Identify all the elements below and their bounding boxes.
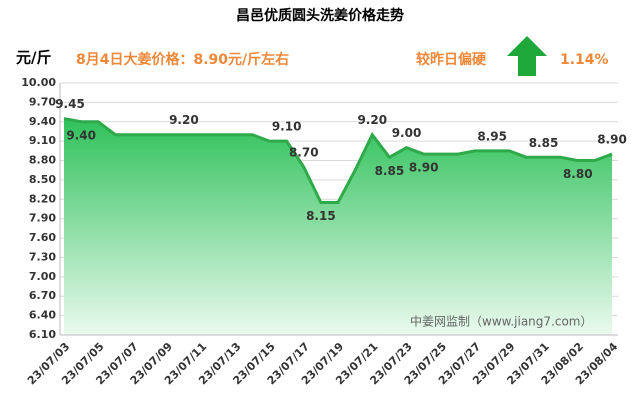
line bbox=[63, 117, 613, 205]
y-tick-label: 7.30 bbox=[29, 250, 56, 263]
y-tick-label: 8.80 bbox=[29, 154, 56, 167]
data-label: 8.90 bbox=[409, 161, 439, 175]
change-percent: 1.14% bbox=[560, 52, 609, 68]
data-label: 8.80 bbox=[563, 167, 593, 181]
area bbox=[64, 118, 612, 336]
y-tick-label: 6.10 bbox=[29, 328, 56, 341]
y-tick-label: 8.20 bbox=[29, 192, 56, 205]
y-tick-label: 7.60 bbox=[29, 231, 56, 244]
chart-title: 昌邑优质圆头洗姜价格走势 bbox=[236, 7, 404, 24]
y-tick-label: 6.40 bbox=[29, 309, 56, 322]
data-label: 9.20 bbox=[357, 113, 387, 127]
data-label: 8.15 bbox=[306, 209, 336, 223]
data-label: 8.95 bbox=[477, 129, 507, 143]
y-tick-label: 10.00 bbox=[21, 76, 56, 89]
data-label: 9.00 bbox=[392, 126, 422, 140]
data-label: 8.90 bbox=[597, 133, 627, 147]
y-tick-label: 8.50 bbox=[29, 173, 56, 186]
y-tick-label: 7.00 bbox=[29, 270, 56, 283]
y-tick-label: 9.40 bbox=[29, 115, 56, 128]
data-label: 8.85 bbox=[529, 136, 559, 150]
y-axis-label: 元/斤 bbox=[16, 49, 51, 67]
data-label: 8.85 bbox=[375, 164, 405, 178]
data-label: 9.20 bbox=[169, 113, 199, 127]
data-label: 9.40 bbox=[66, 128, 96, 142]
y-tick-label: 6.70 bbox=[29, 289, 56, 302]
trend-note: 较昨日偏硬 bbox=[416, 51, 487, 68]
watermark: 中姜网监制（www.jiang7.com） bbox=[410, 314, 592, 329]
data-label: 8.70 bbox=[289, 146, 319, 160]
y-tick-label: 7.90 bbox=[29, 212, 56, 225]
y-tick-label: 9.10 bbox=[29, 134, 56, 147]
data-label: 9.45 bbox=[55, 97, 85, 111]
up-arrow bbox=[507, 36, 547, 76]
data-label: 9.10 bbox=[272, 120, 302, 134]
y-tick-label: 9.70 bbox=[29, 95, 56, 108]
price-note: 8月4日大姜价格：8.90元/斤左右 bbox=[76, 51, 289, 68]
